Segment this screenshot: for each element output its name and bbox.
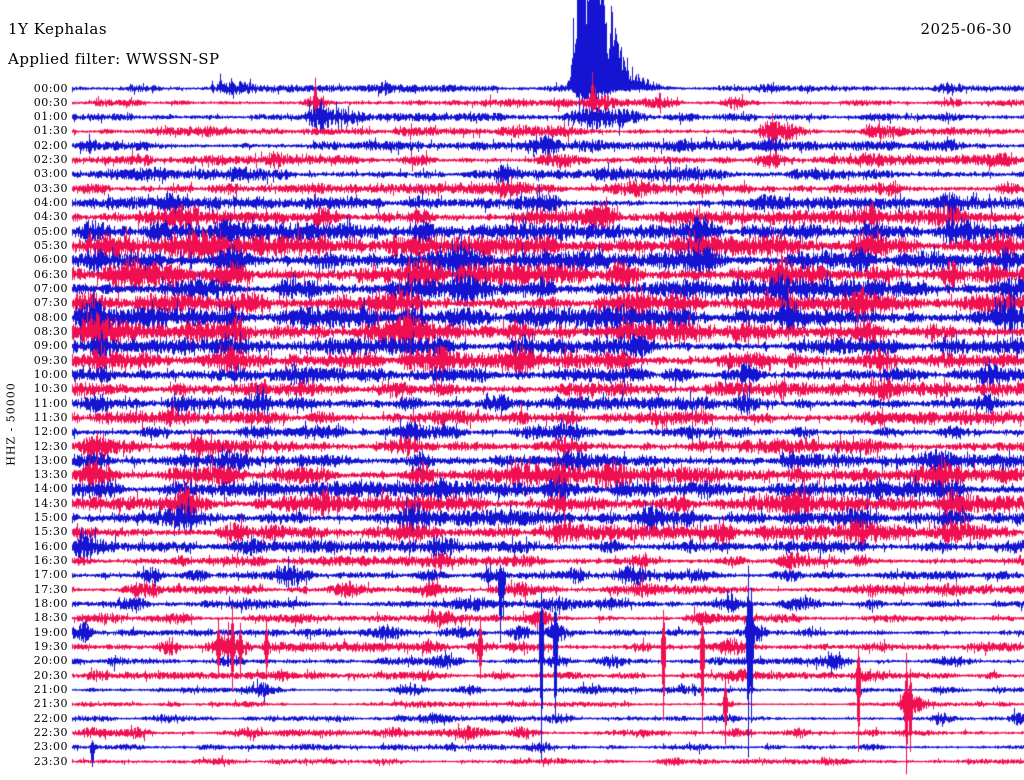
time-label: 21:00 bbox=[33, 682, 68, 696]
time-label: 08:30 bbox=[33, 324, 68, 338]
time-label: 10:00 bbox=[33, 367, 68, 381]
time-label: 19:30 bbox=[33, 639, 68, 653]
time-label: 13:30 bbox=[33, 468, 68, 482]
channel-scale-label: HHZ - 50000 bbox=[4, 382, 18, 466]
applied-filter-label: Applied filter: WWSSN-SP bbox=[8, 50, 220, 68]
time-label: 01:30 bbox=[33, 124, 68, 138]
time-label: 22:30 bbox=[33, 725, 68, 739]
time-label: 15:00 bbox=[33, 511, 68, 525]
time-label: 03:00 bbox=[33, 167, 68, 181]
time-label: 12:00 bbox=[33, 425, 68, 439]
station-title: 1Y Kephalas bbox=[8, 20, 108, 38]
time-label: 09:30 bbox=[33, 353, 68, 367]
time-label: 00:00 bbox=[33, 81, 68, 95]
time-label: 17:00 bbox=[33, 568, 68, 582]
time-label: 10:30 bbox=[33, 382, 68, 396]
time-label: 22:00 bbox=[33, 711, 68, 725]
time-label: 00:30 bbox=[33, 95, 68, 109]
time-label: 17:30 bbox=[33, 582, 68, 596]
time-label: 11:30 bbox=[33, 410, 68, 424]
time-label: 18:30 bbox=[33, 611, 68, 625]
time-label: 09:00 bbox=[33, 339, 68, 353]
time-label: 05:00 bbox=[33, 224, 68, 238]
time-label: 14:00 bbox=[33, 482, 68, 496]
time-label: 12:30 bbox=[33, 439, 68, 453]
time-label: 21:30 bbox=[33, 697, 68, 711]
time-label: 15:30 bbox=[33, 525, 68, 539]
time-label: 19:00 bbox=[33, 625, 68, 639]
time-label: 05:30 bbox=[33, 239, 68, 253]
time-label: 14:30 bbox=[33, 496, 68, 510]
time-label: 20:30 bbox=[33, 668, 68, 682]
time-label: 16:30 bbox=[33, 554, 68, 568]
time-label: 13:00 bbox=[33, 453, 68, 467]
time-label: 23:30 bbox=[33, 754, 68, 768]
time-label: 06:30 bbox=[33, 267, 68, 281]
time-label: 01:00 bbox=[33, 110, 68, 124]
time-label: 03:30 bbox=[33, 181, 68, 195]
time-label: 08:00 bbox=[33, 310, 68, 324]
time-label: 20:00 bbox=[33, 654, 68, 668]
time-label: 07:30 bbox=[33, 296, 68, 310]
time-label: 04:00 bbox=[33, 196, 68, 210]
time-label: 16:00 bbox=[33, 539, 68, 553]
date-label: 2025-06-30 bbox=[920, 20, 1012, 38]
time-label: 04:30 bbox=[33, 210, 68, 224]
time-label: 23:00 bbox=[33, 740, 68, 754]
time-label: 11:00 bbox=[33, 396, 68, 410]
time-label: 18:00 bbox=[33, 597, 68, 611]
time-label: 02:00 bbox=[33, 138, 68, 152]
time-label: 02:30 bbox=[33, 153, 68, 167]
time-label: 06:00 bbox=[33, 253, 68, 267]
time-label: 07:00 bbox=[33, 281, 68, 295]
